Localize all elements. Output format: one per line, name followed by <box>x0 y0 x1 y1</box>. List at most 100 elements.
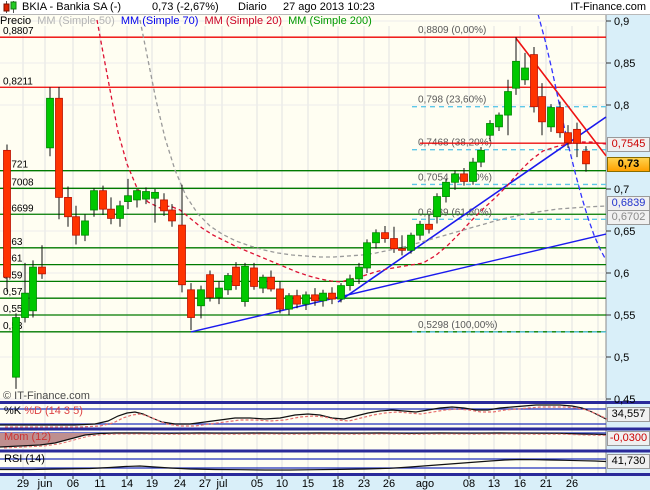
candle-body <box>460 173 468 182</box>
candle-body <box>55 97 63 198</box>
price-level-box-3: 0,6702 <box>607 210 650 225</box>
last-price-and-change: 0,73 (-2,67%) <box>152 1 219 13</box>
candle-body <box>337 285 345 300</box>
time-tick-label[interactable]: 29 <box>17 478 29 490</box>
candle-body <box>151 191 159 199</box>
candle-body <box>556 107 564 134</box>
time-tick-label[interactable]: 05 <box>251 478 263 490</box>
level-label: 0,6699 <box>3 203 34 214</box>
candle-body <box>302 294 310 305</box>
candle-body <box>469 161 477 182</box>
price-tick-label[interactable]: 0,45 <box>614 394 635 406</box>
time-tick-label[interactable]: 26 <box>383 478 395 490</box>
rsi-pane-label[interactable]: RSI (14) <box>4 453 45 465</box>
time-tick-label[interactable]: 11 <box>94 478 105 490</box>
time-tick-label[interactable]: 10 <box>276 478 288 490</box>
legend-item-4[interactable]: MM (Simple 200) <box>288 15 372 27</box>
level-label: 0,63 <box>3 237 23 248</box>
level-label: 0,7008 <box>3 177 34 188</box>
candle-body <box>267 276 275 290</box>
candle-body <box>259 276 267 289</box>
price-tick-label[interactable]: 0,7 <box>614 184 629 196</box>
price-tick-label[interactable]: 0,65 <box>614 226 635 238</box>
candle-body <box>21 292 29 318</box>
last-price: 0,73 <box>152 1 174 13</box>
stochastic-d-line <box>5 406 612 428</box>
price-tick-label[interactable]: 0,9 <box>614 16 629 28</box>
candle-body <box>72 216 80 236</box>
time-tick-label[interactable]: 27 <box>199 478 211 490</box>
time-tick-label[interactable]: 13 <box>488 478 500 490</box>
candle-body <box>433 196 441 218</box>
price-tick-label[interactable]: 0,6 <box>614 268 629 280</box>
time-tick-label[interactable]: 24 <box>174 478 186 490</box>
legend-item-2[interactable]: MM (Simple 70) <box>120 15 199 27</box>
candle-body <box>250 267 258 287</box>
price-tick-label[interactable]: 0,55 <box>614 310 635 322</box>
time-tick-label[interactable]: 16 <box>514 478 526 490</box>
price-tick-label[interactable]: 0,5 <box>614 352 629 364</box>
candle-body <box>530 54 538 108</box>
time-tick-label[interactable]: 08 <box>463 478 475 490</box>
time-tick-label[interactable]: 21 <box>540 478 552 490</box>
pane-separator <box>0 449 650 453</box>
rsi-line <box>0 458 607 471</box>
candle-body <box>38 266 46 275</box>
time-tick-label[interactable]: ago <box>416 478 434 490</box>
brand-link[interactable]: IT-Finance.com <box>570 1 646 13</box>
stochastic-pane-label[interactable]: %K %D (14 3 5) <box>4 405 83 417</box>
candle-body <box>285 295 293 310</box>
candle-body <box>381 232 389 239</box>
price-tick-label[interactable]: 0,85 <box>614 58 635 70</box>
candle-body <box>564 132 572 144</box>
candle-body <box>504 91 512 116</box>
candle-body <box>451 173 459 183</box>
candle-body <box>346 278 354 287</box>
trendline-support-long <box>190 233 607 333</box>
candle-body <box>425 223 433 230</box>
candle-body <box>293 295 301 305</box>
candle-body <box>81 220 89 236</box>
candle-body <box>232 266 240 286</box>
candle-body <box>12 317 20 378</box>
timeframe-label[interactable]: Diario <box>238 1 267 13</box>
time-tick-label[interactable]: jun <box>37 478 53 490</box>
pane-separator <box>0 427 650 431</box>
momentum-signal-line <box>3 433 611 449</box>
ma-mm20 <box>96 19 607 283</box>
fibonacci-label: 0,5298 (100,00%) <box>418 320 498 331</box>
price-level-box-0: 0,7545 <box>607 137 650 152</box>
time-tick-label[interactable]: 06 <box>67 478 79 490</box>
candle-body <box>355 266 363 280</box>
time-tick-label[interactable]: 26 <box>566 478 578 490</box>
candle-body <box>142 191 150 200</box>
time-tick-label[interactable]: 19 <box>146 478 158 490</box>
time-tick-label[interactable]: 23 <box>358 478 370 490</box>
candle-body <box>90 190 98 211</box>
candle-body <box>178 224 186 286</box>
candle-body <box>416 223 424 236</box>
time-axis-background <box>0 476 650 490</box>
time-tick-label[interactable]: 14 <box>121 478 133 490</box>
price-axis-background <box>606 14 650 476</box>
legend-item-1[interactable]: MM (Simple 50) <box>37 15 115 27</box>
candle-body <box>133 190 141 201</box>
legend-price-label[interactable]: Precio <box>0 15 32 27</box>
candle-body <box>407 234 415 251</box>
time-tick-label[interactable]: jul <box>215 478 227 490</box>
price-tick-label[interactable]: 0,8 <box>614 100 629 112</box>
candle-body <box>573 128 581 144</box>
momentum-pane-label[interactable]: Mom (12) <box>4 431 52 443</box>
title-bar: BKIA - Bankia SA (-) 0,73 (-2,67%) Diari… <box>0 0 650 15</box>
candle-body <box>538 96 546 123</box>
time-tick-label[interactable]: 15 <box>302 478 314 490</box>
stochastic-value-box: 34,557 <box>607 407 650 422</box>
legend-item-3[interactable]: MM (Simple 20) <box>204 15 283 27</box>
candle-body <box>46 97 54 149</box>
time-tick-label[interactable]: 18 <box>332 478 344 490</box>
level-label: 0,8211 <box>3 76 33 87</box>
candle-body <box>582 150 590 165</box>
level-label: 0,57 <box>3 287 23 298</box>
